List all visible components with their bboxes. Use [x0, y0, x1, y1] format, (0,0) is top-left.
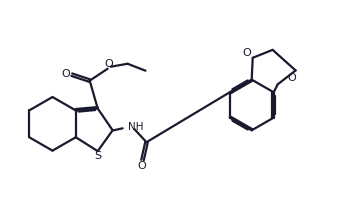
Text: O: O — [137, 161, 146, 171]
Text: NH: NH — [127, 122, 143, 132]
Text: O: O — [242, 48, 251, 58]
Text: O: O — [62, 69, 70, 79]
Text: O: O — [287, 73, 296, 83]
Text: S: S — [95, 151, 102, 161]
Text: O: O — [104, 59, 113, 69]
